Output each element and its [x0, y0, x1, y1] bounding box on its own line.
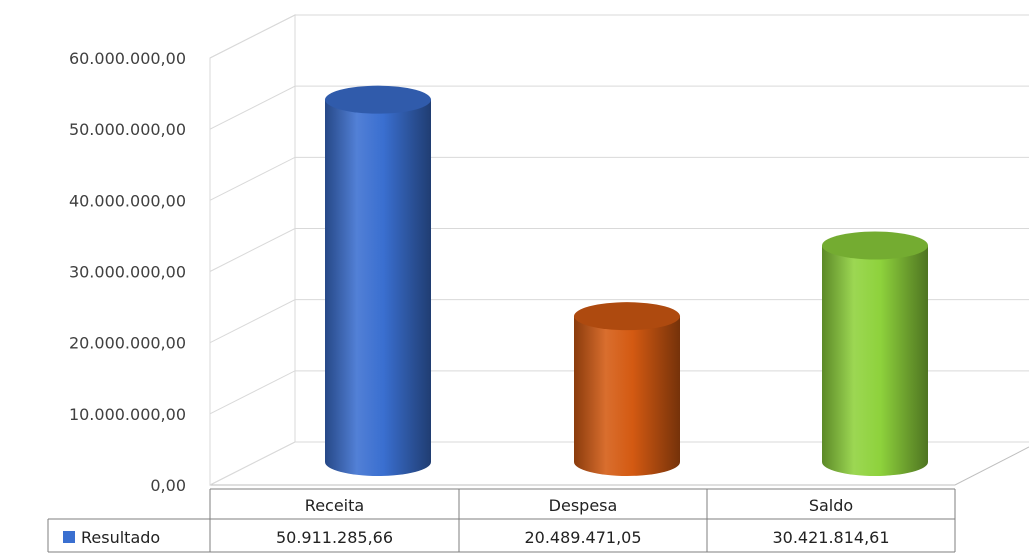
cylinder-body [325, 99, 431, 476]
data-table: Receita 50.911.285,66 Despesa 20.489.471,05… [47, 488, 956, 553]
y-tick-label: 0,00 [150, 476, 186, 495]
cylinder-top [574, 302, 680, 331]
value-label-receita: 50.911.285,66 [276, 528, 393, 547]
cylinder-top [822, 231, 928, 260]
bar-saldo [822, 231, 928, 476]
gridline-2 [209, 299, 1029, 344]
gridline-4 [209, 156, 1029, 201]
y-tick-label: 60.000.000,00 [69, 49, 186, 68]
y-axis-tick-labels: 0,00 10.000.000,00 20.000.000,00 30.000.000… [69, 49, 186, 495]
cylinder-body [822, 245, 928, 476]
category-label-despesa: Despesa [549, 496, 618, 515]
bar-despesa [574, 302, 680, 476]
cylinder-top [325, 85, 431, 114]
cylinder-body [574, 316, 680, 476]
y-tick-label: 20.000.000,00 [69, 334, 186, 353]
bar-receita [325, 85, 431, 476]
gridlines [209, 14, 1029, 486]
legend-swatch [63, 531, 75, 543]
value-label-saldo: 30.421.814,61 [772, 528, 889, 547]
y-tick-label: 40.000.000,00 [69, 191, 186, 210]
gridline-0 [209, 441, 1029, 486]
gridline-1 [209, 370, 1029, 415]
bars [325, 85, 928, 476]
legend-series-name: Resultado [81, 528, 160, 547]
y-tick-label: 10.000.000,00 [69, 405, 186, 424]
category-label-saldo: Saldo [809, 496, 853, 515]
category-label-receita: Receita [305, 496, 364, 515]
gridline-5 [209, 85, 1029, 130]
gridline-6 [209, 14, 1029, 59]
y-tick-label: 50.000.000,00 [69, 120, 186, 139]
y-tick-label: 30.000.000,00 [69, 263, 186, 282]
gridline-3 [209, 228, 1029, 272]
value-label-despesa: 20.489.471,05 [524, 528, 641, 547]
